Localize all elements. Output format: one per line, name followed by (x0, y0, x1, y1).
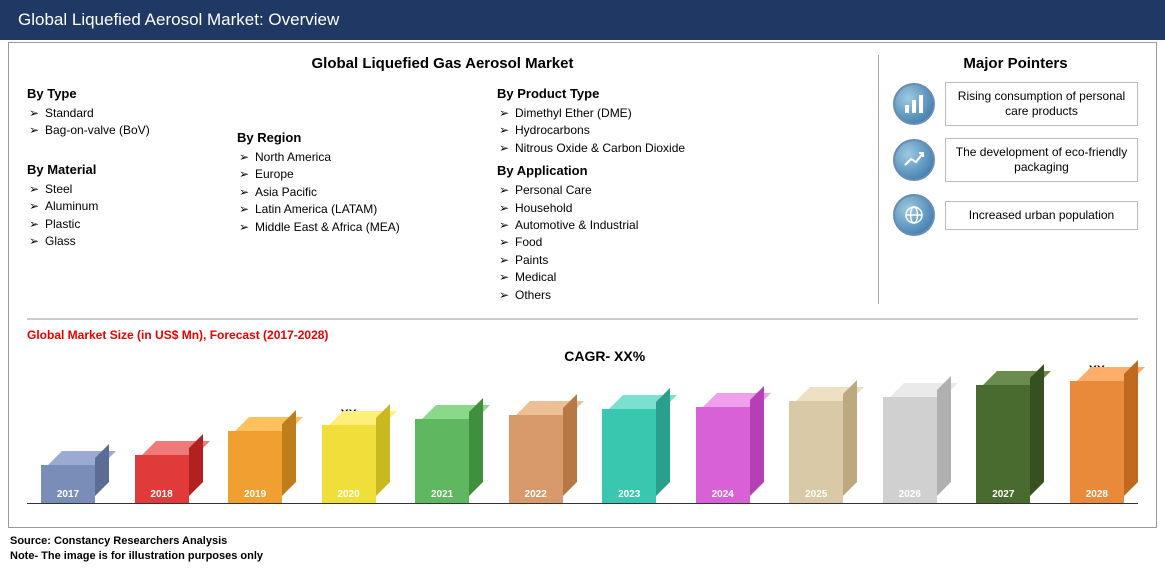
seg-item: Paints (515, 252, 727, 269)
content-panel: Global Liquefied Gas Aerosol Market By T… (8, 42, 1157, 528)
source-line: Source: Constancy Researchers Analysis (10, 534, 1155, 549)
bar-2028: XX2028 (1062, 381, 1132, 503)
seg-list: North America Europe Asia Pacific Latin … (237, 149, 457, 236)
seg-heading: By Application (497, 163, 727, 178)
bar-2027: 2027 (968, 385, 1038, 503)
seg-item: Latin America (LATAM) (255, 201, 457, 218)
bar-2022: 2022 (501, 415, 571, 503)
page-header: Global Liquefied Aerosol Market: Overvie… (0, 0, 1165, 40)
year-label: 2025 (789, 489, 843, 500)
year-label: 2020 (322, 489, 376, 500)
chart-title: Global Market Size (in US$ Mn), Forecast… (27, 328, 1138, 342)
year-label: 2021 (415, 489, 469, 500)
seg-item: Food (515, 234, 727, 251)
seg-item: North America (255, 149, 457, 166)
seg-list: Steel Aluminum Plastic Glass (27, 181, 197, 251)
seg-list: Personal Care Household Automotive & Ind… (497, 182, 727, 304)
pointer-text: Rising consumption of personal care prod… (945, 82, 1138, 126)
bar-2024: 2024 (688, 407, 758, 503)
year-label: 2024 (696, 489, 750, 500)
bar-chart: CAGR- XX% 201720182019XX2020202120222023… (27, 354, 1138, 519)
bar-2020: XX2020 (314, 425, 384, 503)
globe-icon (893, 194, 935, 236)
seg-heading: By Type (27, 86, 197, 101)
pointer-text: Increased urban population (945, 201, 1138, 230)
seg-item: Nitrous Oxide & Carbon Dioxide (515, 140, 727, 157)
seg-item: Household (515, 200, 727, 217)
seg-item: Bag-on-valve (BoV) (45, 122, 197, 139)
seg-column-right: By Product Type Dimethyl Ether (DME) Hyd… (497, 86, 727, 304)
seg-list: Standard Bag-on-valve (BoV) (27, 105, 197, 140)
seg-item: Standard (45, 105, 197, 122)
seg-heading: By Product Type (497, 86, 727, 101)
seg-item: Plastic (45, 216, 197, 233)
year-label: 2022 (509, 489, 563, 500)
line-chart-icon (893, 139, 935, 181)
bar-2026: 2026 (875, 397, 945, 503)
seg-item: Aluminum (45, 198, 197, 215)
bar-2023: 2023 (594, 409, 664, 503)
year-label: 2023 (602, 489, 656, 500)
seg-item: Hydrocarbons (515, 122, 727, 139)
seg-group-region: By Region North America Europe Asia Paci… (237, 130, 457, 236)
seg-group-application: By Application Personal Care Household A… (497, 163, 727, 304)
cagr-label: CAGR- XX% (564, 348, 645, 364)
year-label: 2028 (1070, 489, 1124, 500)
bar-2021: 2021 (407, 419, 477, 503)
seg-item: Asia Pacific (255, 184, 457, 201)
top-section: Global Liquefied Gas Aerosol Market By T… (27, 55, 1138, 304)
bar-2017: 2017 (33, 465, 103, 503)
seg-item: Automotive & Industrial (515, 217, 727, 234)
seg-group-product: By Product Type Dimethyl Ether (DME) Hyd… (497, 86, 727, 157)
page-title: Global Liquefied Aerosol Market: Overvie… (18, 10, 339, 29)
segmentation-block: Global Liquefied Gas Aerosol Market By T… (27, 55, 858, 304)
section-divider (27, 318, 1138, 320)
seg-item: Europe (255, 166, 457, 183)
bar-2025: 2025 (781, 401, 851, 503)
seg-column-mid: By Region North America Europe Asia Paci… (237, 86, 457, 304)
year-label: 2026 (883, 489, 937, 500)
note-line: Note- The image is for illustration purp… (10, 549, 1155, 564)
seg-item: Steel (45, 181, 197, 198)
seg-item: Glass (45, 233, 197, 250)
year-label: 2019 (228, 489, 282, 500)
seg-item: Middle East & Africa (MEA) (255, 219, 457, 236)
seg-heading: By Region (237, 130, 457, 145)
pointers-title: Major Pointers (893, 55, 1138, 72)
seg-item: Dimethyl Ether (DME) (515, 105, 727, 122)
segmentation-title: Global Liquefied Gas Aerosol Market (27, 55, 858, 72)
pointer-item: Increased urban population (893, 194, 1138, 236)
pointer-item: Rising consumption of personal care prod… (893, 82, 1138, 126)
year-label: 2018 (135, 489, 189, 500)
year-label: 2027 (976, 489, 1030, 500)
pointer-text: The development of eco-friendly packagin… (945, 138, 1138, 182)
pointer-item: The development of eco-friendly packagin… (893, 138, 1138, 182)
seg-list: Dimethyl Ether (DME) Hydrocarbons Nitrou… (497, 105, 727, 157)
seg-item: Personal Care (515, 182, 727, 199)
bars-container: 2017 2018 2019 XX2020 2021 2022 2023 2024 2025 20… (27, 354, 1138, 504)
seg-column-left: By Type Standard Bag-on-valve (BoV) By M… (27, 86, 197, 304)
seg-heading: By Material (27, 162, 197, 177)
seg-item: Medical (515, 269, 727, 286)
footer-notes: Source: Constancy Researchers Analysis N… (0, 528, 1165, 568)
major-pointers: Major Pointers Rising consumption of per… (878, 55, 1138, 304)
seg-item: Others (515, 287, 727, 304)
seg-group-material: By Material Steel Aluminum Plastic Glass (27, 162, 197, 251)
bar-chart-icon (893, 83, 935, 125)
bar-2019: 2019 (220, 431, 290, 503)
year-label: 2017 (41, 489, 95, 500)
seg-group-type: By Type Standard Bag-on-valve (BoV) (27, 86, 197, 140)
bar-2018: 2018 (127, 455, 197, 503)
